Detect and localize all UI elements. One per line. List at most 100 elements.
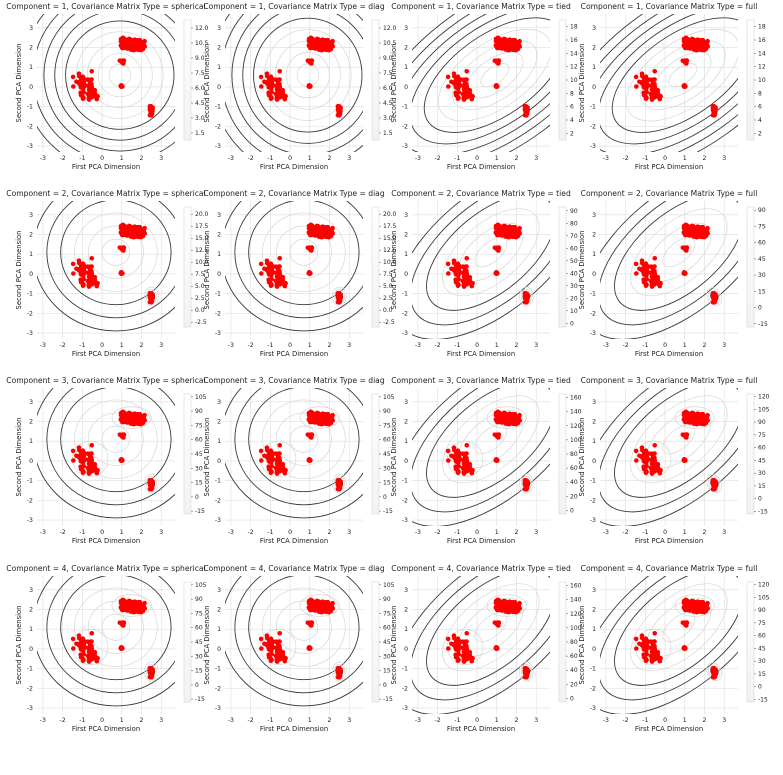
colorbar-tick-label: 7.5 (383, 271, 393, 278)
data-point (92, 652, 98, 658)
colorbar: -2.5 0.0 2.5 5.0 7.5 10.0 12.5 15.0 17.5 20.0 (183, 206, 209, 328)
x-tick-label: -3 (40, 342, 46, 349)
y-tick-label: -3 (27, 705, 33, 712)
data-point (336, 109, 341, 115)
y-tick-label: 1 (29, 64, 33, 71)
data-point (309, 623, 314, 628)
contour-lines (37, 201, 175, 332)
data-point (495, 39, 501, 44)
x-axis-label: First PCA Dimension (72, 725, 140, 733)
data-point (641, 92, 647, 98)
contour-line (101, 238, 131, 266)
x-tick-label: 2 (703, 155, 707, 162)
contour-line (65, 20, 175, 130)
data-point (140, 608, 146, 614)
data-point (649, 87, 655, 92)
data-point (461, 87, 467, 92)
data-point (445, 636, 451, 642)
colorbar-tick-label: 6.0 (383, 85, 393, 92)
data-point (258, 74, 264, 80)
contour-line (706, 474, 723, 493)
data-point (89, 455, 94, 461)
y-axis-label: Second PCA Dimension (578, 231, 586, 310)
contour-line (60, 388, 172, 493)
data-point (523, 671, 528, 677)
x-tick-label: -3 (415, 529, 421, 536)
data-point (308, 458, 313, 463)
contour-lines (225, 14, 363, 152)
data-point (633, 448, 639, 454)
data-point (456, 463, 461, 469)
contour-line (289, 425, 319, 453)
y-axis-label: Second PCA Dimension (578, 44, 586, 123)
data-point (515, 46, 521, 52)
chart-panel: Component = 4, Covariance Matrix Type = … (6, 564, 206, 733)
x-tick-label: 3 (347, 342, 351, 349)
x-tick-label: -3 (228, 717, 234, 724)
data-point (126, 604, 132, 610)
contour-line (708, 289, 721, 304)
contour-line (423, 17, 550, 133)
y-tick-label: 3 (29, 587, 33, 594)
data-point (652, 264, 657, 269)
y-tick-label: -2 (27, 497, 33, 504)
y-tick-label: 3 (592, 399, 596, 406)
colorbar-tick-label: 120 (570, 611, 582, 618)
colorbar-tick-label: 0 (570, 507, 574, 514)
data-point (76, 258, 82, 263)
data-point (274, 461, 280, 466)
data-point (307, 419, 313, 425)
y-tick-label: -1 (402, 291, 408, 298)
data-point (649, 470, 655, 475)
data-point (85, 639, 90, 644)
y-tick-label: -1 (215, 104, 221, 111)
grid (225, 14, 363, 152)
data-point (81, 89, 86, 95)
x-tick-label: -1 (267, 342, 273, 349)
x-tick-label: -1 (79, 529, 85, 536)
x-tick-label: 3 (722, 529, 726, 536)
data-point (461, 649, 467, 654)
colorbar-tick-label: 105 (195, 394, 207, 401)
data-point (699, 607, 705, 613)
colorbar-tick-label: 9.0 (383, 55, 393, 62)
data-point (494, 607, 500, 613)
y-tick-label: 1 (404, 626, 408, 633)
data-point (453, 279, 459, 285)
y-tick-label: 0 (217, 646, 221, 653)
data-point (89, 639, 94, 644)
data-points (633, 409, 718, 492)
data-point (657, 96, 663, 102)
colorbar-tick-label: 10 (570, 77, 578, 84)
x-tick-label: -1 (454, 529, 460, 536)
data-point (135, 599, 140, 605)
y-tick-label: 1 (29, 251, 33, 258)
data-point (71, 646, 76, 651)
y-tick-label: -3 (27, 143, 33, 150)
grid (225, 201, 363, 339)
data-point (323, 411, 328, 417)
data-point (79, 646, 85, 652)
colorbar-tick-label: 30 (758, 658, 766, 665)
data-point (120, 271, 125, 276)
data-point (464, 630, 470, 636)
data-point (698, 411, 703, 417)
data-point (81, 640, 86, 646)
data-point (258, 261, 264, 267)
x-axis-label: First PCA Dimension (260, 163, 328, 171)
data-point (324, 45, 330, 51)
contour-line (426, 388, 550, 498)
panel-title: Component = 4, Covariance Matrix Type = … (203, 564, 385, 573)
y-axis-label: Second PCA Dimension (203, 606, 211, 685)
data-point (453, 654, 459, 660)
colorbar-tick-label: 18 (570, 24, 578, 31)
contour-line (611, 17, 738, 133)
y-tick-label: -2 (27, 685, 33, 692)
colorbar-tick-label: 15 (195, 480, 203, 487)
data-point (259, 271, 264, 276)
data-point (633, 74, 639, 80)
colorbar-bar (746, 19, 755, 141)
colorbar-tick-label: 140 (570, 409, 582, 416)
x-tick-label: 0 (475, 155, 479, 162)
data-point (501, 42, 507, 48)
